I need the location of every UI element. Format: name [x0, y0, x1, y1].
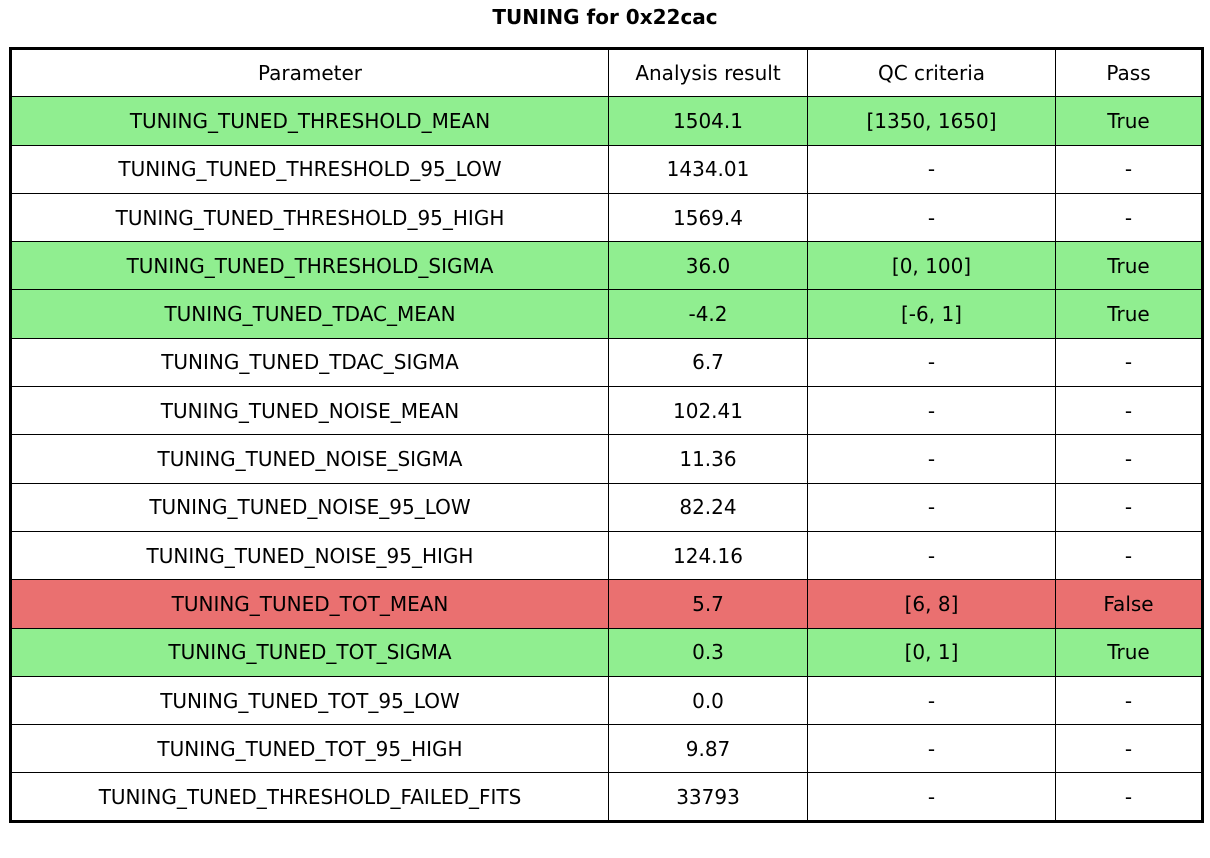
cell-analysis_result: 1434.01 — [608, 144, 808, 194]
cell-qc_criteria: - — [807, 772, 1056, 822]
cell-pass: - — [1055, 337, 1203, 388]
cell-analysis_result: 1504.1 — [608, 96, 808, 146]
table-row-pass: TUNING_TUNED_TOT_SIGMA 0.3 [0, 1] True — [10, 627, 1203, 677]
cell-parameter: TUNING_TUNED_TOT_SIGMA — [10, 627, 609, 677]
cell-pass: - — [1055, 530, 1203, 581]
cell-pass: - — [1055, 772, 1203, 822]
cell-parameter: TUNING_TUNED_THRESHOLD_95_LOW — [10, 144, 609, 194]
cell-pass: - — [1055, 144, 1203, 194]
cell-qc_criteria: - — [807, 434, 1056, 484]
qc-report-figure: TUNING for 0x22cac Parameter Analysis res… — [9, 0, 1204, 823]
cell-pass: - — [1055, 192, 1203, 243]
cell-parameter: TUNING_TUNED_NOISE_95_HIGH — [10, 530, 609, 581]
cell-parameter: TUNING_TUNED_THRESHOLD_95_HIGH — [10, 192, 609, 243]
cell-pass: True — [1055, 289, 1203, 339]
cell-analysis_result: 5.7 — [608, 579, 808, 629]
table-row-default: TUNING_TUNED_TOT_95_LOW 0.0- - — [10, 675, 1203, 726]
table-row-default: TUNING_TUNED_NOISE_95_HIGH 124.16- - — [10, 530, 1203, 581]
cell-pass: True — [1055, 241, 1203, 291]
cell-qc_criteria: - — [807, 482, 1056, 532]
cell-qc_criteria: [0, 1] — [807, 627, 1056, 677]
cell-qc_criteria: - — [807, 144, 1056, 194]
column-header-analysis_result: Analysis result — [608, 47, 808, 98]
qc-results-table: Parameter Analysis result QC criteria Pass … — [9, 47, 1204, 823]
cell-analysis_result: 0.3 — [608, 627, 808, 677]
cell-parameter: TUNING_TUNED_TOT_95_LOW — [10, 675, 609, 726]
cell-pass: True — [1055, 627, 1203, 677]
table-row-default: TUNING_TUNED_TOT_95_HIGH 9.87- - — [10, 724, 1203, 774]
cell-qc_criteria: - — [807, 386, 1056, 436]
header-row: Parameter Analysis result QC criteria Pass — [10, 47, 1203, 98]
cell-qc_criteria: - — [807, 530, 1056, 581]
cell-parameter: TUNING_TUNED_TDAC_MEAN — [10, 289, 609, 339]
cell-qc_criteria: - — [807, 675, 1056, 726]
cell-qc_criteria: [0, 100] — [807, 241, 1056, 291]
table-row-default: TUNING_TUNED_THRESHOLD_95_LOW 1434.01- - — [10, 144, 1203, 194]
cell-analysis_result: 6.7 — [608, 337, 808, 388]
column-header-pass: Pass — [1055, 47, 1203, 98]
cell-analysis_result: 36.0 — [608, 241, 808, 291]
cell-analysis_result: 102.41 — [608, 386, 808, 436]
table-row-pass: TUNING_TUNED_TDAC_MEAN -4.2 [-6, 1] True — [10, 289, 1203, 339]
cell-pass: - — [1055, 675, 1203, 726]
cell-pass: True — [1055, 96, 1203, 146]
cell-analysis_result: 1569.4 — [608, 192, 808, 243]
cell-pass: - — [1055, 386, 1203, 436]
table-row-pass: TUNING_TUNED_THRESHOLD_MEAN 1504.1 [1350, … — [10, 96, 1203, 146]
cell-analysis_result: -4.2 — [608, 289, 808, 339]
cell-pass: False — [1055, 579, 1203, 629]
cell-qc_criteria: - — [807, 192, 1056, 243]
cell-qc_criteria: - — [807, 724, 1056, 774]
cell-analysis_result: 11.36 — [608, 434, 808, 484]
cell-parameter: TUNING_TUNED_TOT_MEAN — [10, 579, 609, 629]
cell-parameter: TUNING_TUNED_THRESHOLD_FAILED_FITS — [10, 772, 609, 822]
cell-qc_criteria: [6, 8] — [807, 579, 1056, 629]
table-row-default: TUNING_TUNED_NOISE_MEAN 102.41- - — [10, 386, 1203, 436]
cell-parameter: TUNING_TUNED_NOISE_MEAN — [10, 386, 609, 436]
cell-parameter: TUNING_TUNED_THRESHOLD_SIGMA — [10, 241, 609, 291]
table-row-default: TUNING_TUNED_TDAC_SIGMA 6.7- - — [10, 337, 1203, 388]
column-header-qc_criteria: QC criteria — [807, 47, 1056, 98]
table-row-pass: TUNING_TUNED_THRESHOLD_SIGMA 36.0 [0, 100]… — [10, 241, 1203, 291]
cell-pass: - — [1055, 434, 1203, 484]
column-header-parameter: Parameter — [10, 47, 609, 98]
cell-analysis_result: 33793 — [608, 772, 808, 822]
cell-parameter: TUNING_TUNED_NOISE_SIGMA — [10, 434, 609, 484]
cell-parameter: TUNING_TUNED_THRESHOLD_MEAN — [10, 96, 609, 146]
cell-parameter: TUNING_TUNED_TDAC_SIGMA — [10, 337, 609, 388]
table-row-default: TUNING_TUNED_NOISE_SIGMA 11.36- - — [10, 434, 1203, 484]
table-row-default: TUNING_TUNED_THRESHOLD_95_HIGH 1569.4- - — [10, 192, 1203, 243]
figure-title: TUNING for 0x22cac — [492, 5, 718, 29]
cell-parameter: TUNING_TUNED_TOT_95_HIGH — [10, 724, 609, 774]
cell-parameter: TUNING_TUNED_NOISE_95_LOW — [10, 482, 609, 532]
cell-pass: - — [1055, 482, 1203, 532]
cell-analysis_result: 82.24 — [608, 482, 808, 532]
table-row-default: TUNING_TUNED_THRESHOLD_FAILED_FITS 33793-… — [10, 772, 1203, 822]
cell-qc_criteria: - — [807, 337, 1056, 388]
cell-qc_criteria: [-6, 1] — [807, 289, 1056, 339]
table-row-default: TUNING_TUNED_NOISE_95_LOW 82.24- - — [10, 482, 1203, 532]
cell-qc_criteria: [1350, 1650] — [807, 96, 1056, 146]
table-row-fail: TUNING_TUNED_TOT_MEAN 5.7 [6, 8] False — [10, 579, 1203, 629]
cell-pass: - — [1055, 724, 1203, 774]
cell-analysis_result: 9.87 — [608, 724, 808, 774]
cell-analysis_result: 124.16 — [608, 530, 808, 581]
cell-analysis_result: 0.0 — [608, 675, 808, 726]
